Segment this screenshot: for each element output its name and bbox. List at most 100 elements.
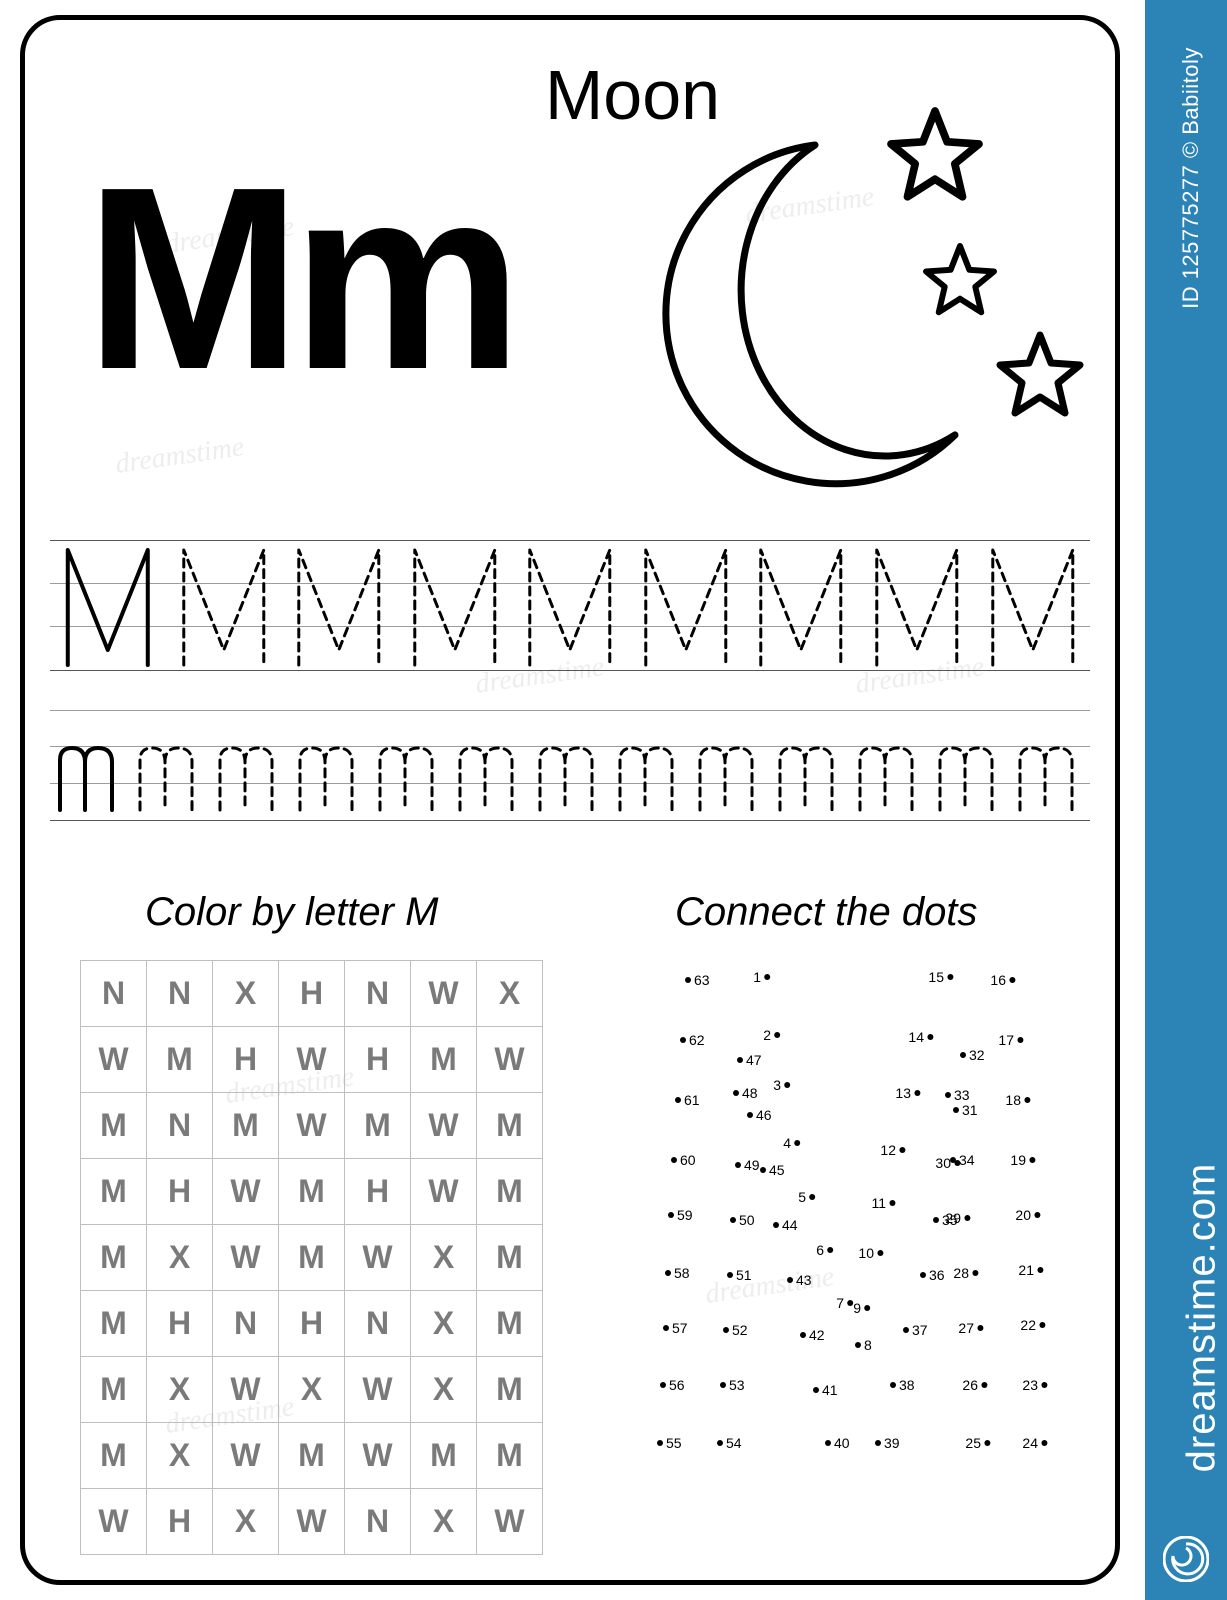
grid-cell: X — [477, 961, 543, 1027]
grid-cell: W — [411, 1093, 477, 1159]
color-by-letter-title: Color by letter M — [145, 890, 438, 935]
grid-cell: M — [477, 1357, 543, 1423]
dot-point: 55 — [657, 1435, 682, 1451]
trace-letter-upper — [397, 540, 513, 670]
stock-site-text: dreamstime.com — [1180, 1163, 1225, 1473]
grid-cell: X — [411, 1291, 477, 1357]
dot-point: 24 — [1022, 1435, 1047, 1451]
grid-cell: M — [279, 1225, 345, 1291]
grid-cell: X — [147, 1225, 213, 1291]
trace-row-lower — [50, 710, 1090, 820]
dot-point: 50 — [730, 1212, 755, 1228]
dot-point: 38 — [890, 1377, 915, 1393]
stock-id-text: ID 125775277 © Babiitoly — [1178, 47, 1204, 309]
grid-cell: H — [279, 1291, 345, 1357]
grid-cell: H — [345, 1027, 411, 1093]
grid-cell: H — [147, 1291, 213, 1357]
dot-point: 9 — [853, 1300, 870, 1316]
dot-point: 7 — [836, 1295, 853, 1311]
dot-point: 11 — [871, 1195, 895, 1211]
dot-point: 34 — [950, 1152, 975, 1168]
grid-cell: M — [213, 1093, 279, 1159]
dot-point: 25 — [965, 1435, 990, 1451]
dot-point: 18 — [1005, 1092, 1030, 1108]
moon-illustration — [535, 105, 1095, 505]
grid-cell: W — [279, 1093, 345, 1159]
dot-point: 53 — [720, 1377, 745, 1393]
trace-letter-lower — [770, 710, 850, 820]
grid-cell: M — [147, 1027, 213, 1093]
grid-cell: M — [81, 1291, 147, 1357]
grid-cell: H — [147, 1489, 213, 1555]
dot-point: 15 — [928, 969, 953, 985]
grid-cell: M — [477, 1291, 543, 1357]
dot-point: 58 — [665, 1265, 690, 1281]
connect-dots-title: Connect the dots — [675, 890, 977, 935]
trace-letter-upper — [628, 540, 744, 670]
grid-cell: N — [345, 961, 411, 1027]
trace-letter-upper — [975, 540, 1091, 670]
dot-point: 48 — [733, 1085, 758, 1101]
trace-letter-upper — [859, 540, 975, 670]
dot-point: 31 — [953, 1102, 978, 1118]
grid-cell: W — [279, 1489, 345, 1555]
trace-row-upper — [50, 540, 1090, 670]
grid-cell: W — [81, 1489, 147, 1555]
grid-cell: W — [411, 961, 477, 1027]
dot-point: 27 — [958, 1320, 983, 1336]
grid-cell: W — [477, 1489, 543, 1555]
dot-point: 4 — [783, 1135, 800, 1151]
grid-cell: W — [345, 1225, 411, 1291]
dot-point: 54 — [717, 1435, 742, 1451]
dot-point: 39 — [875, 1435, 900, 1451]
dot-point: 52 — [723, 1322, 748, 1338]
connect-dots-area: 1234567891011121314151617181920212223242… — [615, 965, 1095, 1555]
grid-cell: M — [477, 1159, 543, 1225]
grid-cell: M — [81, 1423, 147, 1489]
dot-point: 56 — [660, 1377, 685, 1393]
dot-point: 43 — [787, 1272, 812, 1288]
grid-cell: M — [81, 1357, 147, 1423]
dot-point: 10 — [858, 1245, 883, 1261]
trace-letter-lower — [690, 710, 770, 820]
dot-point: 47 — [737, 1052, 762, 1068]
letter-display: Mm — [85, 130, 513, 429]
grid-cell: M — [477, 1093, 543, 1159]
trace-letter-upper — [281, 540, 397, 670]
dot-point: 13 — [895, 1085, 920, 1101]
dot-point: 62 — [680, 1032, 705, 1048]
grid-cell: X — [147, 1423, 213, 1489]
grid-cell: N — [147, 961, 213, 1027]
dot-point: 1 — [753, 969, 770, 985]
dot-point: 23 — [1022, 1377, 1047, 1393]
dot-point: 3 — [773, 1077, 790, 1093]
grid-cell: M — [81, 1093, 147, 1159]
grid-cell: M — [477, 1225, 543, 1291]
trace-letter-lower — [1010, 710, 1090, 820]
trace-letter-lower — [370, 710, 450, 820]
grid-cell: M — [81, 1159, 147, 1225]
grid-cell: H — [345, 1159, 411, 1225]
trace-letter-upper — [166, 540, 282, 670]
grid-cell: W — [213, 1423, 279, 1489]
dot-point: 5 — [798, 1189, 815, 1205]
dot-point: 14 — [908, 1029, 933, 1045]
grid-cell: M — [279, 1423, 345, 1489]
grid-cell: W — [345, 1357, 411, 1423]
dot-point: 60 — [671, 1152, 696, 1168]
trace-letter-lower — [210, 710, 290, 820]
dot-point: 32 — [960, 1047, 985, 1063]
grid-cell: N — [147, 1093, 213, 1159]
grid-cell: X — [213, 1489, 279, 1555]
dot-point: 46 — [747, 1107, 772, 1123]
grid-cell: W — [81, 1027, 147, 1093]
dot-point: 61 — [675, 1092, 700, 1108]
trace-letter-lower — [450, 710, 530, 820]
grid-cell: N — [81, 961, 147, 1027]
grid-cell: M — [81, 1225, 147, 1291]
grid-cell: H — [279, 961, 345, 1027]
dot-point: 35 — [933, 1212, 958, 1228]
dot-point: 6 — [816, 1242, 833, 1258]
dot-point: 26 — [962, 1377, 987, 1393]
dot-point: 8 — [855, 1337, 872, 1353]
